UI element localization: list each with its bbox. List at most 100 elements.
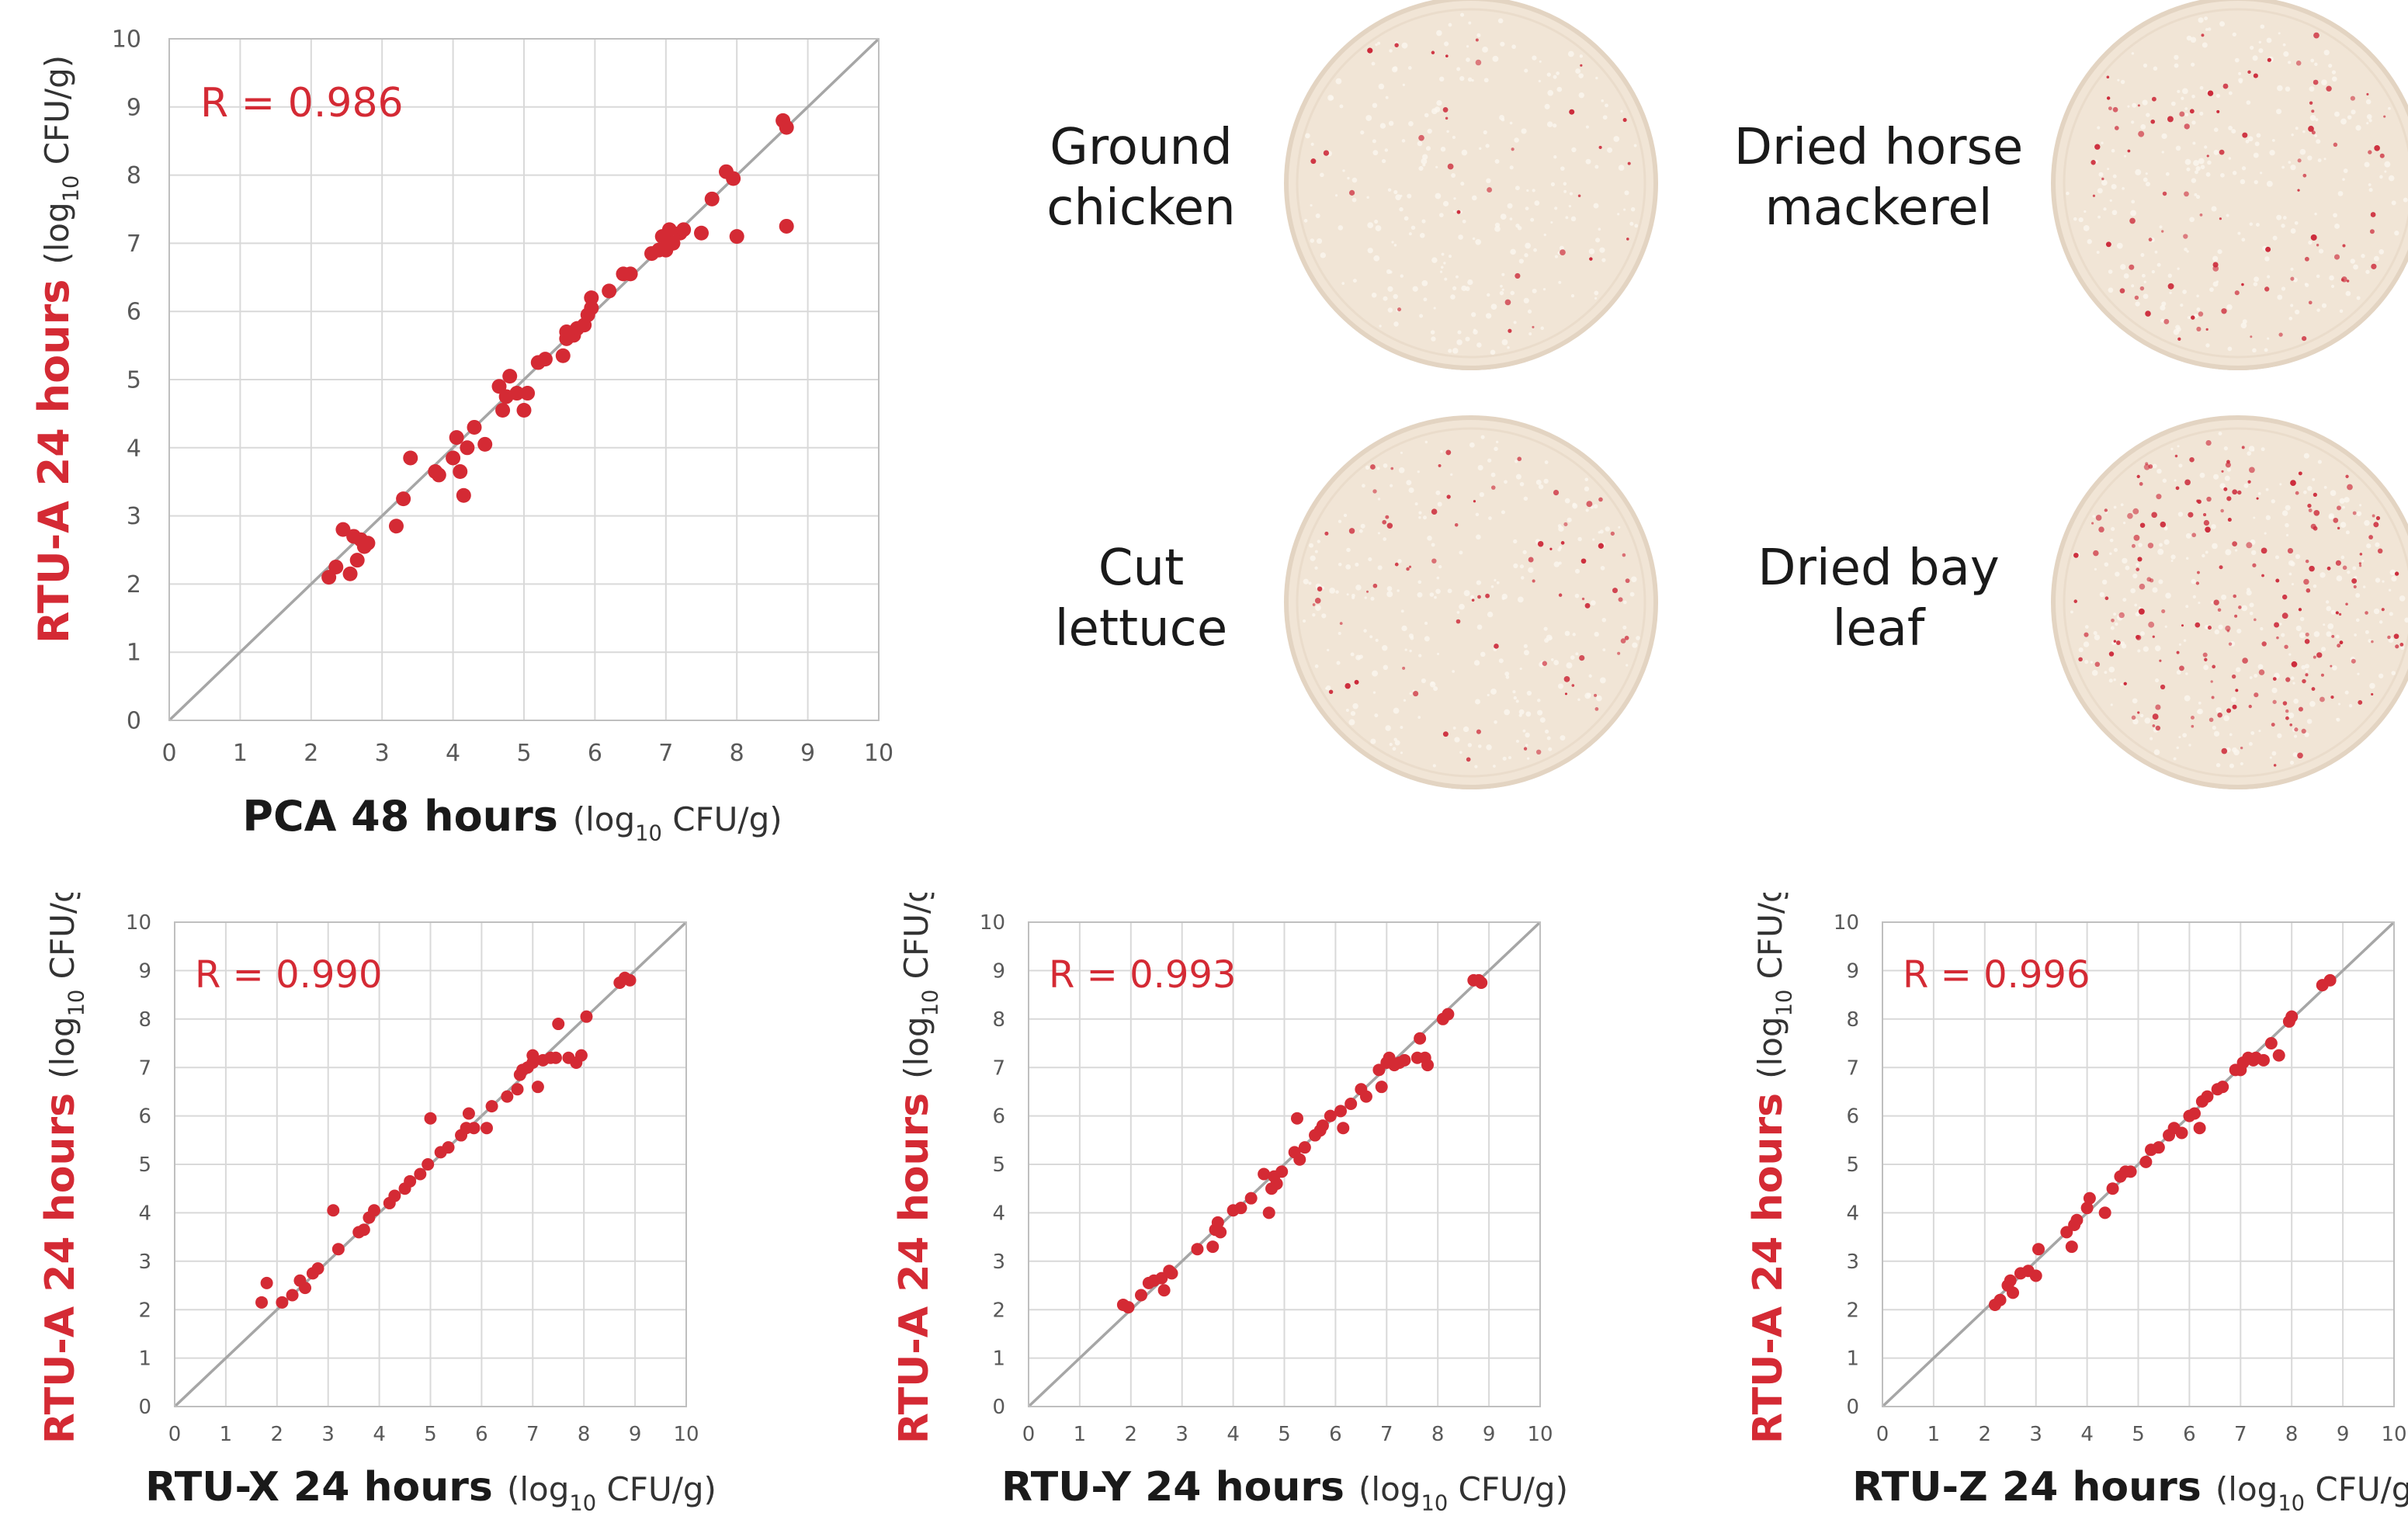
agar-texture xyxy=(1500,41,1505,47)
agar-texture xyxy=(1310,203,1313,207)
agar-texture xyxy=(1348,719,1355,726)
agar-texture xyxy=(1499,290,1504,296)
x-tick-label: 5 xyxy=(1278,1423,1291,1446)
plate-label-line1: Dried horse xyxy=(1733,119,2024,176)
data-point xyxy=(1414,1032,1427,1045)
colony xyxy=(2203,513,2207,517)
agar-texture xyxy=(2313,584,2317,588)
data-point xyxy=(2004,1274,2017,1287)
y-tick-label: 0 xyxy=(1846,1396,1859,1419)
colony xyxy=(2342,244,2346,248)
agar-texture xyxy=(1338,225,1344,231)
colony xyxy=(2272,677,2277,681)
data-point xyxy=(1290,1112,1303,1125)
agar-texture xyxy=(2132,573,2138,579)
agar-texture xyxy=(2260,24,2265,29)
agar-texture xyxy=(2340,522,2347,528)
agar-texture xyxy=(1480,435,1485,439)
agar-texture xyxy=(1387,286,1393,292)
agar-texture xyxy=(2212,543,2218,550)
agar-texture xyxy=(2258,730,2261,733)
agar-texture xyxy=(2272,235,2278,241)
agar-texture xyxy=(2362,585,2366,588)
agar-texture xyxy=(2205,550,2208,554)
agar-texture xyxy=(1508,756,1511,760)
agar-texture xyxy=(1400,609,1404,613)
agar-texture xyxy=(2330,284,2335,288)
agar-texture xyxy=(1487,611,1494,618)
agar-texture xyxy=(1466,45,1469,48)
colony xyxy=(1620,638,1626,644)
agar-texture xyxy=(1312,613,1316,617)
data-point xyxy=(1337,1122,1350,1135)
agar-texture xyxy=(1475,512,1480,517)
agar-texture xyxy=(1558,280,1562,284)
agar-texture xyxy=(1523,644,1528,648)
agar-texture xyxy=(1512,690,1516,694)
x-tick-label: 7 xyxy=(526,1423,540,1446)
colony xyxy=(2093,550,2099,557)
colony xyxy=(2313,79,2319,85)
plot-area-frame xyxy=(1882,921,2395,1407)
agar-texture xyxy=(2379,249,2385,255)
data-point xyxy=(1134,1289,1147,1302)
agar-texture xyxy=(2265,515,2271,521)
agar-texture xyxy=(1443,262,1446,265)
agar-texture xyxy=(1458,234,1463,240)
agar-texture xyxy=(1461,149,1468,156)
colony xyxy=(2256,497,2259,500)
data-point xyxy=(1316,1119,1329,1133)
agar-texture xyxy=(1421,280,1428,286)
agar-texture xyxy=(2209,287,2214,293)
agar-texture xyxy=(1372,139,1376,144)
agar-texture xyxy=(2316,139,2321,144)
agar-texture xyxy=(1546,634,1553,641)
agar-texture xyxy=(1507,346,1510,349)
colony xyxy=(2377,548,2383,554)
agar-texture xyxy=(1601,99,1604,102)
agar-texture xyxy=(2182,290,2187,294)
colony xyxy=(2127,512,2133,519)
agar-texture xyxy=(2113,505,2117,509)
colony xyxy=(2148,238,2153,242)
agar-texture xyxy=(2241,605,2248,612)
colony xyxy=(2278,332,2283,337)
agar-texture xyxy=(1459,210,1463,213)
data-point xyxy=(2216,1081,2229,1094)
agar-texture xyxy=(2255,223,2260,227)
colony xyxy=(2138,130,2145,137)
agar-texture xyxy=(1431,336,1436,342)
agar-texture xyxy=(1571,147,1577,153)
agar-texture xyxy=(2122,598,2127,602)
agar-texture xyxy=(2215,93,2221,99)
agar-texture xyxy=(2073,217,2077,221)
agar-texture xyxy=(1563,189,1567,193)
colony xyxy=(2247,70,2251,75)
agar-texture xyxy=(2186,35,2192,41)
agar-texture xyxy=(2084,210,2087,213)
agar-texture xyxy=(1438,564,1442,569)
colony xyxy=(2383,115,2386,118)
agar-texture xyxy=(1434,595,1437,599)
agar-texture xyxy=(2288,61,2292,64)
agar-texture xyxy=(2208,27,2212,31)
agar-texture xyxy=(1386,591,1393,598)
agar-texture xyxy=(2271,751,2277,756)
colony xyxy=(2073,599,2078,603)
agar-texture xyxy=(2257,491,2261,495)
colony xyxy=(2227,517,2232,522)
colony xyxy=(2234,614,2238,618)
data-point xyxy=(442,1141,455,1154)
agar-texture xyxy=(2108,666,2115,673)
colony xyxy=(2152,724,2156,727)
agar-texture xyxy=(2215,707,2222,713)
colony xyxy=(2274,622,2280,628)
agar-texture xyxy=(2108,287,2114,293)
colony xyxy=(2338,612,2342,616)
agar-texture xyxy=(2309,700,2316,707)
agar-texture xyxy=(2125,565,2130,571)
colony xyxy=(2310,234,2317,241)
agar-texture xyxy=(2292,682,2295,685)
agar-texture xyxy=(1493,765,1496,768)
agar-texture xyxy=(2271,499,2275,504)
